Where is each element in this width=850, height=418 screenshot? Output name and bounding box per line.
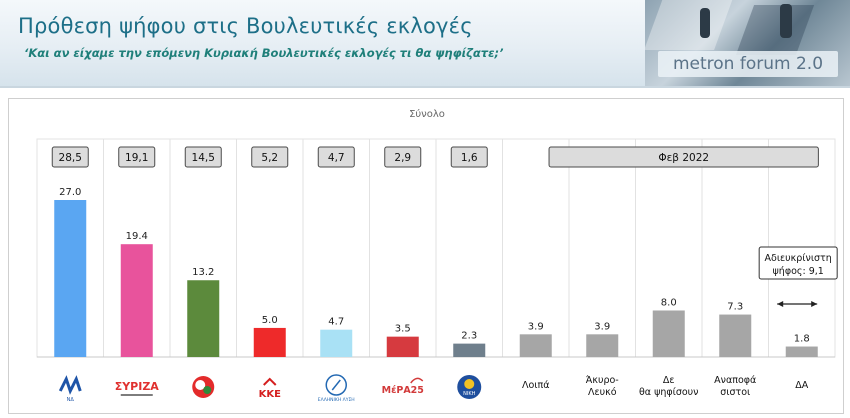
category-logo-text: ΝΙΚΗ bbox=[463, 391, 475, 397]
boxed-value: 28,5 bbox=[59, 152, 82, 164]
date-label: Φεβ 2022 bbox=[658, 152, 709, 164]
brand-photo-pane bbox=[735, 5, 815, 55]
nd-logo-icon bbox=[58, 375, 82, 395]
niki-logo-sun bbox=[464, 379, 475, 389]
mera25-logo-bird bbox=[410, 377, 424, 384]
boxed-value-box bbox=[384, 146, 422, 168]
category-label: Άκυρο- bbox=[586, 375, 619, 386]
date-label-box bbox=[548, 146, 819, 168]
el-logo-stroke bbox=[331, 379, 341, 391]
category-label: ΔΑ bbox=[795, 380, 808, 391]
bar bbox=[120, 244, 153, 357]
data-label: 19.4 bbox=[126, 231, 148, 242]
data-label: 2.3 bbox=[461, 331, 477, 342]
data-label: 4.7 bbox=[328, 317, 344, 328]
boxed-value: 2,9 bbox=[394, 152, 411, 164]
boxed-value-box bbox=[118, 146, 156, 168]
bar bbox=[586, 334, 619, 357]
boxed-value-box bbox=[450, 146, 488, 168]
data-label: 1.8 bbox=[794, 334, 810, 345]
bar bbox=[253, 327, 286, 357]
bar bbox=[719, 314, 752, 357]
boxed-value: 19,1 bbox=[125, 152, 148, 164]
data-label: 7.3 bbox=[727, 302, 743, 313]
boxed-value-box bbox=[251, 146, 289, 168]
page-title: Πρόθεση ψήφου στις Βουλευτικές εκλογές bbox=[18, 14, 473, 38]
category-label: Αναποφά bbox=[714, 375, 756, 386]
data-label: 27.0 bbox=[59, 187, 81, 198]
category-logo-text: ΕΛΛΗΝΙΚΗ ΛΥΣΗ bbox=[318, 397, 355, 403]
boxed-value: 5,2 bbox=[261, 152, 278, 164]
chart-panel: Σύνολο 28,5 19,1 14,5 5,2 4,7 2,9 1,6 Φεβ 2022 27… bbox=[8, 98, 844, 414]
annotation-box bbox=[758, 246, 838, 280]
category-logo-text: ΚΚΕ bbox=[259, 389, 281, 400]
category-label: Λευκό bbox=[588, 387, 617, 398]
data-label: 5.0 bbox=[262, 315, 278, 326]
category-logo-text: ΣΥΡΙΖΑ bbox=[115, 380, 160, 393]
brand-logo-text: metron forum 2.0 bbox=[658, 51, 838, 77]
annotation-arrowhead bbox=[777, 301, 784, 307]
bar bbox=[785, 346, 818, 357]
kinal-logo-icon-dot bbox=[203, 386, 212, 394]
category-logo-text: ΜέΡΑ25 bbox=[382, 385, 424, 396]
category-logo-text: ΝΔ bbox=[67, 397, 75, 403]
bar bbox=[519, 334, 552, 357]
boxed-value: 1,6 bbox=[461, 152, 478, 164]
brand-photo-pane bbox=[645, 0, 736, 50]
page-subtitle: ‘Και αν είχαμε την επόμενη Κυριακή Βουλε… bbox=[24, 46, 504, 60]
category-label: Δε bbox=[663, 375, 675, 386]
data-label: 3.9 bbox=[594, 321, 610, 332]
data-label: 13.2 bbox=[192, 267, 214, 278]
boxed-value-box bbox=[51, 146, 89, 168]
boxed-value: 4,7 bbox=[328, 152, 345, 164]
kke-logo-emblem bbox=[257, 378, 282, 388]
brand-photo-figure bbox=[780, 4, 792, 38]
category-label: θα ψηφίσουν bbox=[639, 387, 699, 398]
category-label: Λοιπά bbox=[522, 380, 550, 391]
annotation-arrowhead bbox=[811, 301, 818, 307]
bar bbox=[320, 329, 353, 357]
category-label: σιστοι bbox=[720, 387, 750, 398]
bar bbox=[652, 310, 685, 357]
annotation-text: Αδιευκρίνιστη bbox=[765, 253, 832, 264]
chart-title: Σύνολο bbox=[409, 108, 445, 120]
bar bbox=[386, 336, 419, 357]
boxed-value-box bbox=[317, 146, 355, 168]
data-label: 8.0 bbox=[661, 297, 677, 308]
bar bbox=[54, 200, 87, 357]
bar bbox=[187, 280, 220, 357]
header-banner: Πρόθεση ψήφου στις Βουλευτικές εκλογές ‘… bbox=[0, 0, 850, 88]
bar-chart: Σύνολο 28,5 19,1 14,5 5,2 4,7 2,9 1,6 Φεβ 2022 27… bbox=[36, 108, 838, 403]
kke-logo-icon bbox=[263, 377, 277, 386]
data-label: 3.5 bbox=[395, 324, 411, 335]
data-label: 3.9 bbox=[528, 321, 544, 332]
boxed-value: 14,5 bbox=[192, 152, 215, 164]
kinal-logo-icon-inner bbox=[195, 380, 206, 390]
brand-photo-figure bbox=[700, 8, 710, 38]
bar bbox=[453, 343, 486, 357]
annotation-text: ψήφος: 9,1 bbox=[773, 266, 824, 277]
boxed-value-box bbox=[184, 146, 222, 168]
syriza-logo-underline bbox=[120, 394, 153, 396]
